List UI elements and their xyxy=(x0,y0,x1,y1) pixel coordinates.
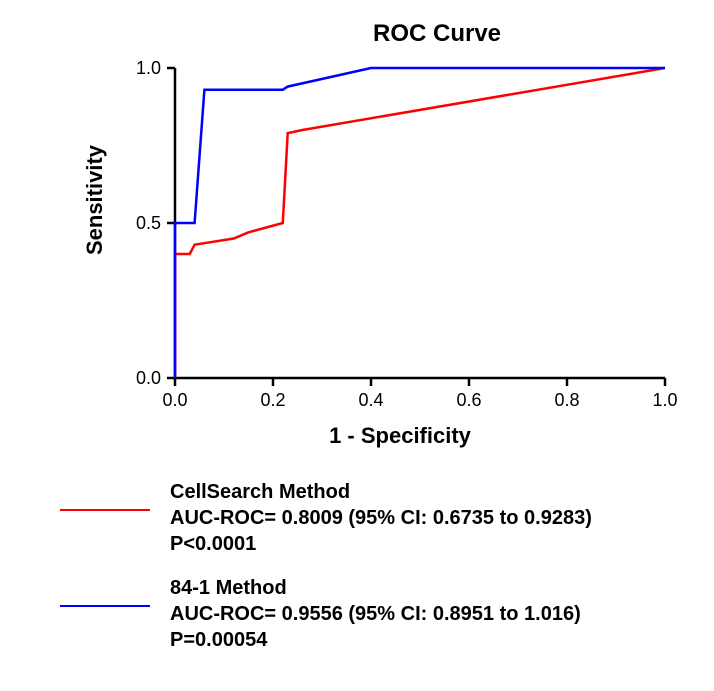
svg-text:0.0: 0.0 xyxy=(136,368,161,388)
svg-text:0.5: 0.5 xyxy=(136,213,161,233)
legend-swatch-84-1 xyxy=(60,605,150,607)
svg-text:1.0: 1.0 xyxy=(652,390,677,410)
legend: CellSearch Method AUC-ROC= 0.8009 (95% C… xyxy=(60,479,714,653)
roc-chart-container: ROC Curve Sensitivity 0.0 0.2 0.4 0.6 0.8 1.0… xyxy=(20,20,714,653)
legend-line: CellSearch Method xyxy=(170,479,592,505)
x-axis-label: 1 - Specificity xyxy=(120,423,680,449)
legend-line: P=0.00054 xyxy=(170,627,581,653)
legend-entry-84-1: 84-1 Method AUC-ROC= 0.9556 (95% CI: 0.8… xyxy=(60,575,714,653)
svg-text:1.0: 1.0 xyxy=(136,58,161,78)
svg-text:0.0: 0.0 xyxy=(162,390,187,410)
legend-text-84-1: 84-1 Method AUC-ROC= 0.9556 (95% CI: 0.8… xyxy=(170,575,581,653)
plot-area: 0.0 0.2 0.4 0.6 0.8 1.0 0.0 0.5 1.0 xyxy=(120,58,680,418)
legend-swatch-cellsearch xyxy=(60,509,150,511)
series-method-84-1 xyxy=(175,68,665,378)
series-cellsearch xyxy=(175,68,665,378)
svg-text:0.8: 0.8 xyxy=(554,390,579,410)
legend-text-cellsearch: CellSearch Method AUC-ROC= 0.8009 (95% C… xyxy=(170,479,592,557)
legend-line: AUC-ROC= 0.9556 (95% CI: 0.8951 to 1.016… xyxy=(170,601,581,627)
legend-line: 84-1 Method xyxy=(170,575,581,601)
legend-line: AUC-ROC= 0.8009 (95% CI: 0.6735 to 0.928… xyxy=(170,505,592,531)
y-axis-label: Sensitivity xyxy=(82,145,108,255)
legend-entry-cellsearch: CellSearch Method AUC-ROC= 0.8009 (95% C… xyxy=(60,479,714,557)
chart-svg: 0.0 0.2 0.4 0.6 0.8 1.0 0.0 0.5 1.0 xyxy=(120,58,680,418)
svg-text:0.6: 0.6 xyxy=(456,390,481,410)
chart-title: ROC Curve xyxy=(140,20,714,48)
svg-text:0.4: 0.4 xyxy=(358,390,383,410)
svg-text:0.2: 0.2 xyxy=(260,390,285,410)
legend-line: P<0.0001 xyxy=(170,531,592,557)
